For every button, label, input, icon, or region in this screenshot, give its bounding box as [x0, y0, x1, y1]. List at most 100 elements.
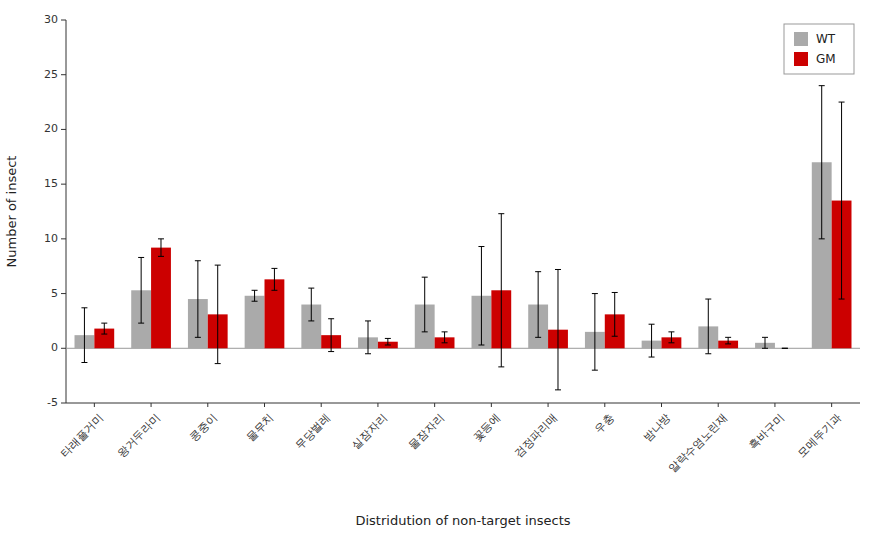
x-tick: [548, 403, 549, 407]
error-bar-stem: [311, 288, 312, 321]
x-tick-label: 무당벌레: [293, 412, 333, 452]
error-bar-stem: [501, 214, 502, 367]
error-bar-cap: [762, 348, 768, 349]
error-bar: [308, 288, 314, 321]
x-tick: [321, 403, 322, 407]
error-bar-stem: [424, 277, 425, 332]
bar: [151, 248, 171, 349]
y-axis-line: [66, 20, 67, 403]
error-bar-cap: [555, 389, 561, 390]
y-tick-label: 10: [44, 232, 58, 245]
error-bar-cap: [422, 331, 428, 332]
error-bar-cap: [839, 299, 845, 300]
y-tick-label: -5: [47, 396, 58, 409]
plot-area: [75, 86, 852, 390]
error-bar-stem: [197, 261, 198, 338]
error-bar-stem: [217, 265, 218, 363]
error-bar-cap: [81, 307, 87, 308]
y-tick: [61, 74, 66, 75]
error-bar-cap: [308, 320, 314, 321]
error-bar-cap: [422, 277, 428, 278]
error-bar: [138, 257, 144, 323]
bar: [775, 348, 795, 349]
y-tick: [61, 348, 66, 349]
error-bar: [328, 319, 334, 352]
error-bar-cap: [308, 288, 314, 289]
x-tick-label: 타래풀거미: [58, 412, 106, 460]
x-tick-label: 검정파리매: [512, 412, 560, 460]
y-tick-label: 30: [44, 13, 58, 26]
error-bar-cap: [328, 318, 334, 319]
error-bar-cap: [101, 334, 107, 335]
zero-line: [66, 348, 860, 349]
x-tick: [151, 403, 152, 407]
error-bar-cap: [819, 238, 825, 239]
error-bar-cap: [592, 293, 598, 294]
y-tick-label: 25: [44, 68, 58, 81]
error-bar-stem: [387, 338, 388, 345]
error-bar-cap: [252, 290, 258, 291]
error-bar-stem: [538, 272, 539, 338]
x-tick-label: 물잠자리: [406, 412, 446, 452]
x-tick-label: 밤나방: [641, 412, 674, 445]
error-bar-cap: [138, 257, 144, 258]
error-bar-stem: [671, 332, 672, 343]
error-bar: [819, 86, 825, 239]
legend-label: WT: [816, 32, 836, 46]
error-bar: [612, 292, 618, 336]
error-bar: [592, 294, 598, 371]
error-bar-cap: [592, 370, 598, 371]
x-tick-label: 우충: [592, 412, 617, 437]
error-bar-cap: [101, 323, 107, 324]
error-bar-cap: [535, 271, 541, 272]
error-bar-cap: [365, 353, 371, 354]
error-bar-stem: [708, 299, 709, 354]
error-bar-cap: [762, 337, 768, 338]
y-tick-label: 5: [51, 287, 58, 300]
y-tick: [61, 20, 66, 21]
error-bar-cap: [365, 320, 371, 321]
error-bar-stem: [160, 239, 161, 257]
error-bar: [649, 324, 655, 357]
error-bar: [762, 337, 768, 348]
error-bar-cap: [138, 323, 144, 324]
y-tick-label: 0: [51, 341, 58, 354]
error-bar-cap: [442, 342, 448, 343]
y-tick: [61, 184, 66, 185]
x-tick-label: 꽃등에: [471, 412, 504, 445]
error-bar-cap: [649, 357, 655, 358]
x-tick: [377, 403, 378, 407]
error-bar-cap: [328, 351, 334, 352]
error-bar-cap: [385, 345, 391, 346]
error-bar: [442, 332, 448, 343]
error-bar-stem: [368, 321, 369, 354]
error-bar-cap: [782, 348, 788, 349]
chart: -5051015202530Number of insect타래풀거미왕거두라미…: [0, 0, 880, 535]
error-bar-stem: [84, 308, 85, 363]
x-tick-label: 실잠자리: [349, 412, 389, 452]
error-bar-cap: [498, 366, 504, 367]
series-wt: [75, 86, 832, 371]
error-bar-stem: [765, 337, 766, 348]
error-bar: [498, 214, 504, 367]
error-bar-cap: [705, 299, 711, 300]
y-tick: [61, 238, 66, 239]
error-bar-stem: [841, 102, 842, 299]
error-bar: [668, 332, 674, 343]
x-tick-label: 왕거두라미: [115, 412, 163, 460]
error-bar-cap: [725, 343, 731, 344]
legend-swatch: [794, 52, 808, 66]
error-bar: [271, 268, 277, 290]
error-bar-cap: [385, 338, 391, 339]
error-bar-cap: [649, 324, 655, 325]
error-bar: [555, 269, 561, 389]
y-tick: [61, 403, 66, 404]
error-bar: [725, 337, 731, 344]
error-bar: [839, 102, 845, 299]
error-bar-cap: [819, 85, 825, 86]
x-axis-line: [66, 403, 860, 404]
error-bar-cap: [271, 268, 277, 269]
error-bar-stem: [481, 247, 482, 345]
error-bar-cap: [215, 265, 221, 266]
error-bar: [81, 308, 87, 363]
